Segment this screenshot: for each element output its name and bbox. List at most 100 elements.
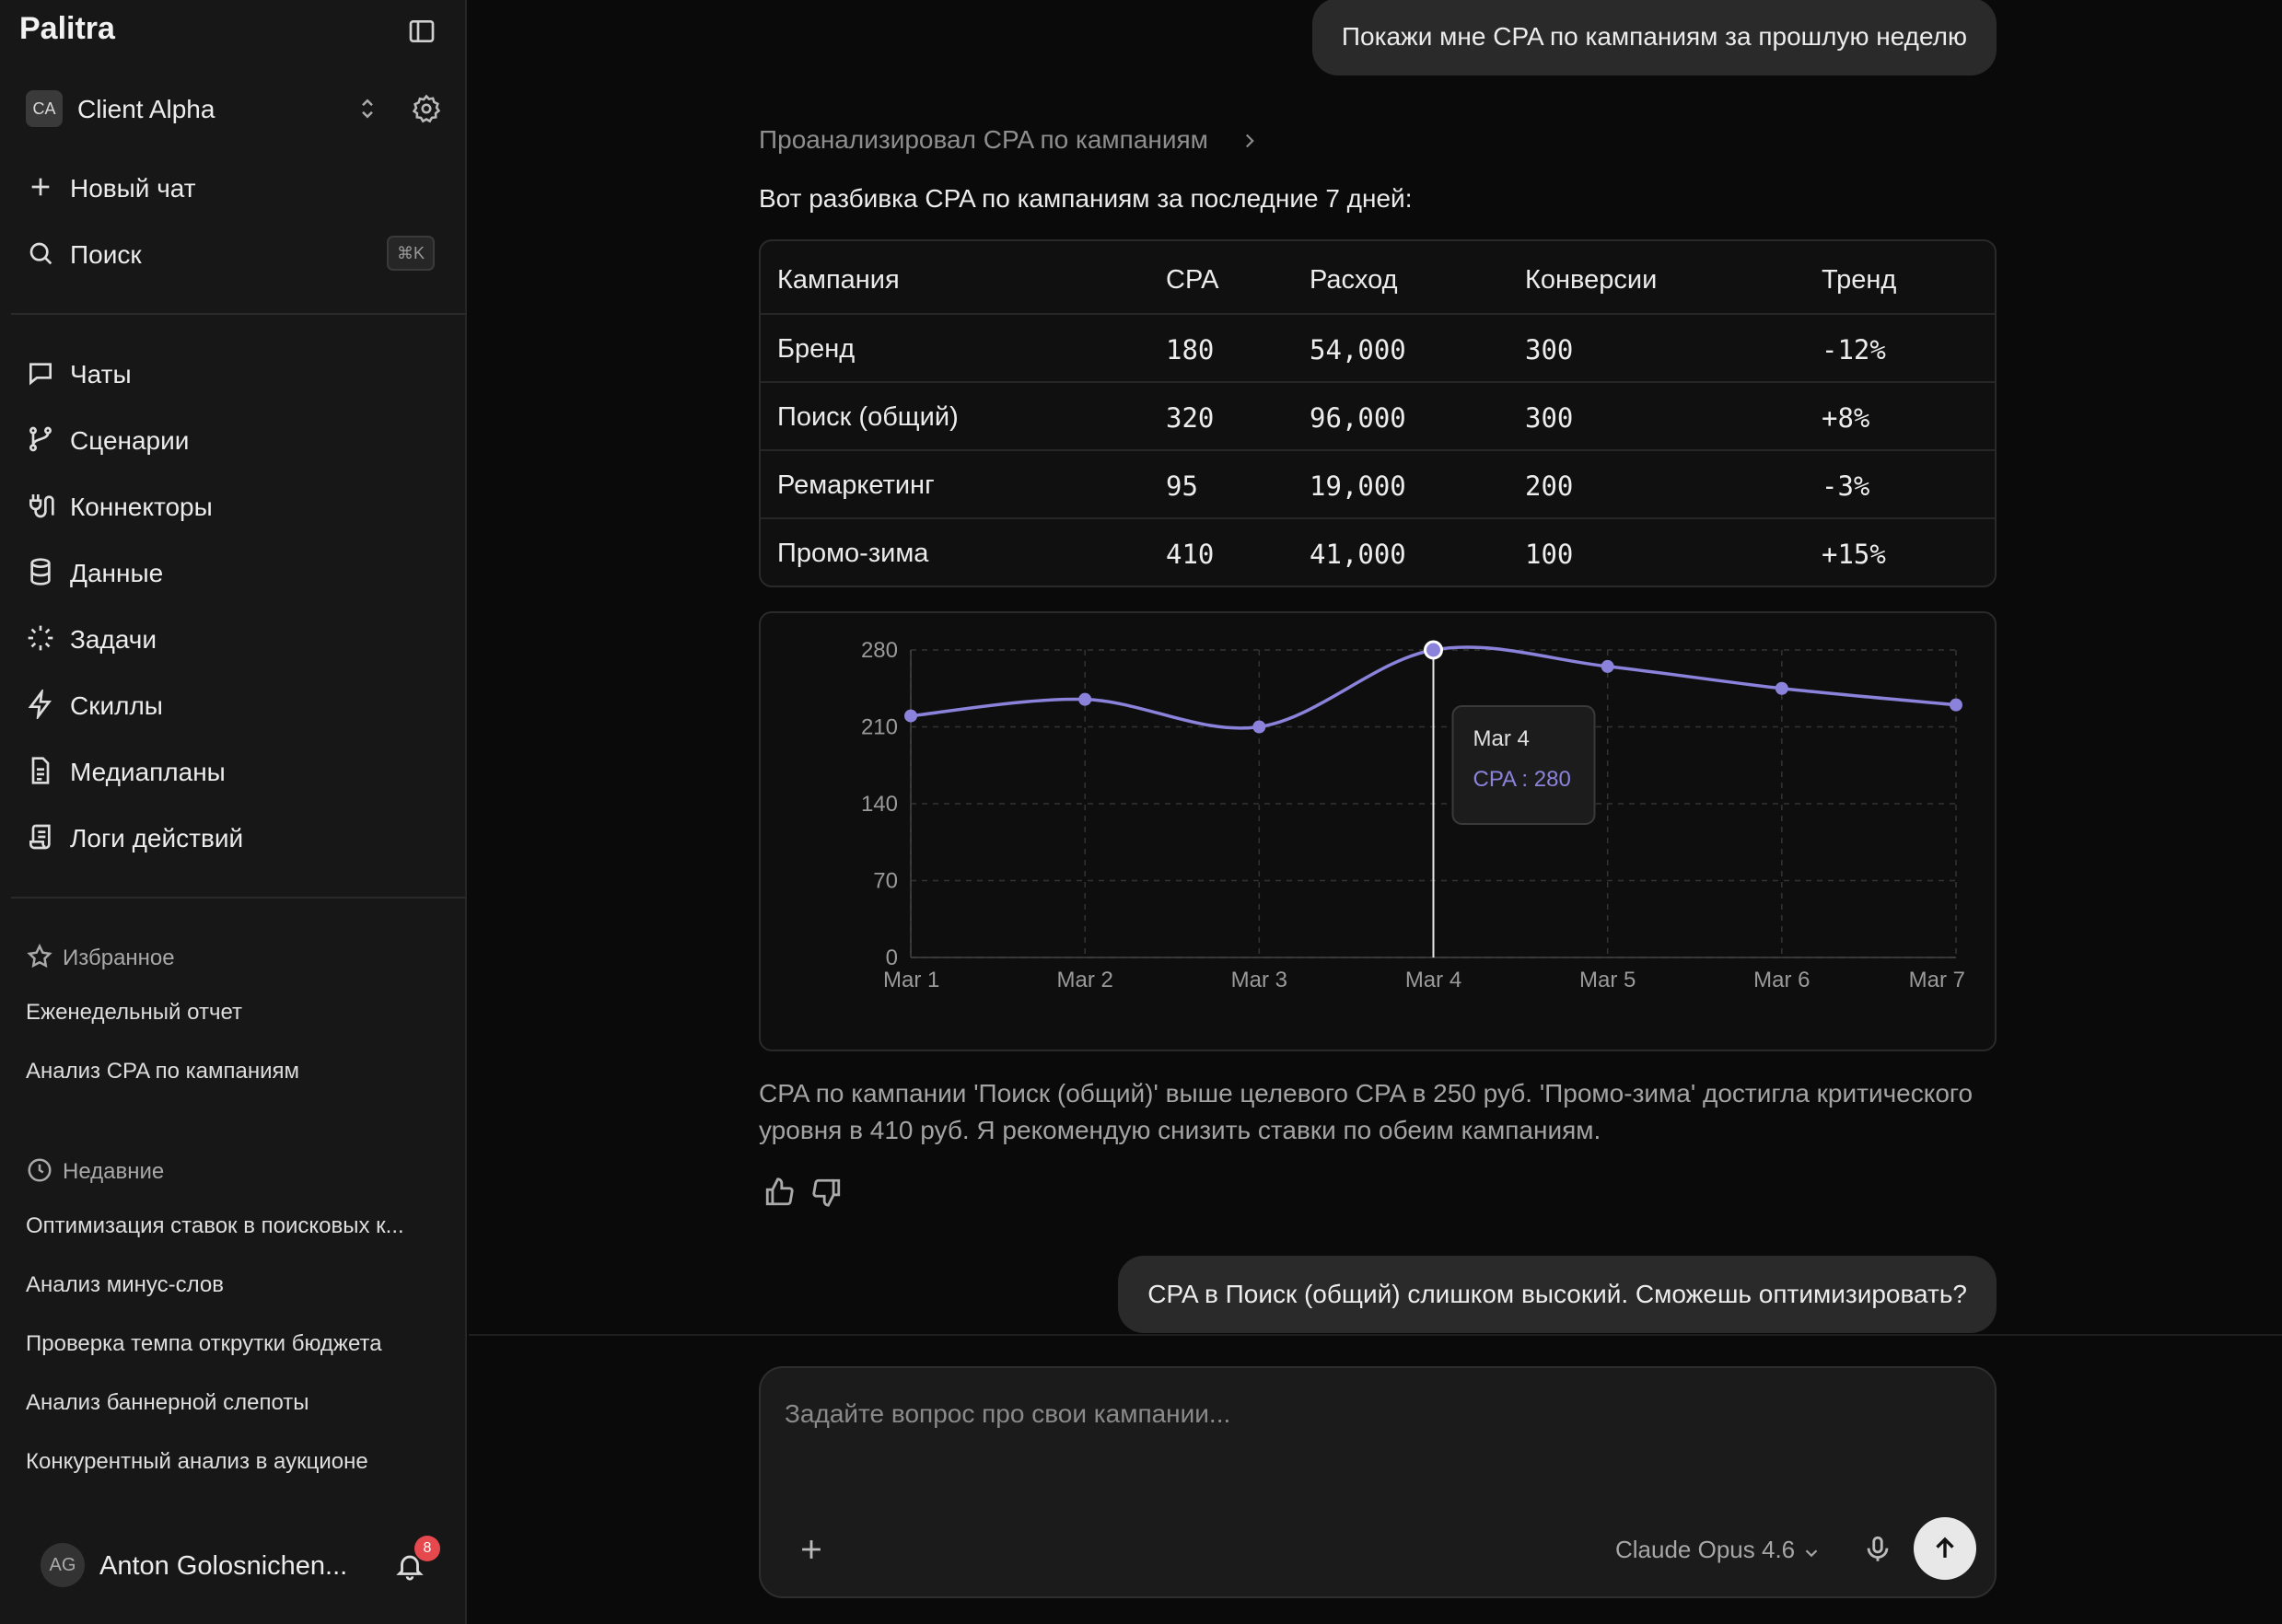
table-row: Промо-зима 410 41,000 100 +15% xyxy=(761,519,1995,586)
sidebar-item-mediaplans[interactable]: Медиапланы xyxy=(26,750,440,793)
sidebar-item-label: Данные xyxy=(70,559,164,587)
table-cell-campaign: Ремаркетинг xyxy=(777,470,935,500)
table-cell-trend: -3% xyxy=(1822,470,1870,502)
chevron-down-icon[interactable] xyxy=(1801,1543,1822,1563)
x-tick-label: Mar 7 xyxy=(1909,968,1965,992)
tooltip-title: Mar 4 xyxy=(1473,726,1530,751)
arrow-up-icon xyxy=(1936,1537,1954,1558)
recent-item[interactable]: Конкурентный анализ в аукционе xyxy=(26,1449,368,1474)
loader-icon xyxy=(28,625,53,651)
table-header: Кампания xyxy=(777,265,900,295)
chat-icon xyxy=(29,363,52,386)
x-tick-label: Mar 3 xyxy=(1231,968,1287,992)
x-tick-label: Mar 6 xyxy=(1753,968,1810,992)
tooltip-value: CPA : 280 xyxy=(1473,767,1571,792)
table-row: Бренд 180 54,000 300 -12% xyxy=(761,315,1995,383)
workspace-switcher[interactable]: CA Client Alpha xyxy=(26,89,442,128)
table-cell-trend: +15% xyxy=(1822,539,1886,570)
sidebar-item-label: Коннекторы xyxy=(70,493,213,521)
data-point xyxy=(1950,698,1962,712)
clock-icon xyxy=(28,1158,52,1182)
table-cell-spend: 41,000 xyxy=(1310,539,1406,570)
user-profile[interactable]: AG Anton Golosnichen... 8 xyxy=(41,1536,446,1587)
recent-item[interactable]: Проверка темпа открутки бюджета xyxy=(26,1331,382,1356)
notification-badge: 8 xyxy=(414,1536,440,1561)
document-icon xyxy=(31,757,50,784)
data-point xyxy=(904,709,917,723)
chevron-right-icon[interactable] xyxy=(1238,127,1262,155)
table-header: Тренд xyxy=(1822,265,1897,295)
sidebar-item-label: Логи действий xyxy=(70,824,244,853)
x-tick-label: Mar 2 xyxy=(1056,968,1112,992)
table-row: Ремаркетинг 95 19,000 200 -3% xyxy=(761,451,1995,519)
x-tick-label: Mar 5 xyxy=(1579,968,1636,992)
favorite-item[interactable]: Анализ CPA по кампаниям xyxy=(26,1059,299,1084)
favorite-item[interactable]: Еженедельный отчет xyxy=(26,1000,242,1025)
thumbs-up-icon[interactable] xyxy=(763,1177,795,1208)
new-chat-button[interactable]: Новый чат xyxy=(26,167,440,209)
cpa-table: Кампания CPA Расход Конверсии Тренд Брен… xyxy=(759,239,1997,587)
search-label: Поиск xyxy=(70,240,142,269)
recent-item[interactable]: Анализ минус-слов xyxy=(26,1272,224,1297)
table-cell-spend: 96,000 xyxy=(1310,402,1406,434)
recent-item[interactable]: Анализ баннерной слепоты xyxy=(26,1390,309,1415)
cpa-chart-card: 0 70 140 210 280 Mar 1 Mar 2 Mar 3 Mar 4 Mar 5 Mar… xyxy=(759,611,1997,1051)
table-cell-spend: 19,000 xyxy=(1310,470,1406,502)
recent-title: Недавние xyxy=(63,1159,165,1184)
new-chat-label: Новый чат xyxy=(70,174,196,203)
table-cell-cpa: 410 xyxy=(1166,539,1215,570)
thumbs-down-icon[interactable] xyxy=(811,1177,843,1208)
sidebar-item-label: Задачи xyxy=(70,625,157,654)
chat-input[interactable] xyxy=(785,1386,1963,1442)
x-tick-label: Mar 4 xyxy=(1405,968,1461,992)
gear-icon[interactable] xyxy=(411,93,442,124)
microphone-icon[interactable] xyxy=(1862,1534,1893,1565)
sidebar-item-connectors[interactable]: Коннекторы xyxy=(26,485,440,528)
table-cell-cpa: 95 xyxy=(1166,470,1198,502)
sidebar-item-scenarios[interactable]: Сценарии xyxy=(26,419,440,461)
user-name: Anton Golosnichen... xyxy=(99,1551,348,1581)
sidebar-divider xyxy=(11,313,467,315)
thought-summary[interactable]: Проанализировал CPA по кампаниям xyxy=(759,125,1208,154)
database-icon xyxy=(30,558,51,586)
table-cell-conversions: 200 xyxy=(1525,470,1574,502)
sidebar-item-skills[interactable]: Скиллы xyxy=(26,684,440,726)
table-cell-campaign: Поиск (общий) xyxy=(777,402,959,432)
model-selector[interactable]: Claude Opus 4.6 xyxy=(1615,1536,1796,1563)
search-icon xyxy=(29,242,52,265)
attach-plus-icon[interactable] xyxy=(796,1534,827,1565)
scroll-icon xyxy=(29,824,51,850)
table-cell-conversions: 100 xyxy=(1525,539,1574,570)
cpa-line-chart[interactable]: 0 70 140 210 280 Mar 1 Mar 2 Mar 3 Mar 4 Mar 5 Mar… xyxy=(761,613,1995,1050)
sidebar-item-action-logs[interactable]: Логи действий xyxy=(26,817,440,859)
y-tick-label: 0 xyxy=(886,945,898,970)
data-point xyxy=(1775,681,1788,695)
chart-tooltip xyxy=(1451,705,1596,825)
user-message: Покажи мне CPA по кампаниям за прошлую н… xyxy=(1311,0,1997,75)
table-cell-campaign: Промо-зима xyxy=(777,539,929,568)
search-button[interactable]: Поиск ⌘K xyxy=(26,233,440,275)
sidebar-toggle-icon[interactable] xyxy=(407,17,437,46)
table-cell-cpa: 180 xyxy=(1166,334,1215,365)
table-header: Конверсии xyxy=(1525,265,1658,295)
send-button[interactable] xyxy=(1914,1517,1976,1580)
chevron-up-down-icon[interactable] xyxy=(354,95,381,122)
workspace-name: Client Alpha xyxy=(77,95,215,123)
composer: Claude Opus 4.6 xyxy=(759,1366,1997,1598)
recent-item[interactable]: Оптимизация ставок в поисковых к... xyxy=(26,1213,404,1238)
sidebar-item-label: Сценарии xyxy=(70,426,190,455)
sidebar-item-chats[interactable]: Чаты xyxy=(26,353,440,395)
search-shortcut: ⌘K xyxy=(387,236,435,271)
branch-icon xyxy=(29,426,52,452)
sidebar-item-label: Скиллы xyxy=(70,691,163,720)
sidebar-item-data[interactable]: Данные xyxy=(26,551,440,594)
y-tick-label: 70 xyxy=(873,869,898,894)
lightning-icon xyxy=(28,690,52,719)
table-header: CPA xyxy=(1166,265,1219,295)
data-point-active xyxy=(1424,640,1443,660)
bell-icon[interactable] xyxy=(394,1550,425,1582)
plus-icon xyxy=(31,178,50,196)
composer-divider xyxy=(469,1334,2282,1336)
assistant-intro: Вот разбивка CPA по кампаниям за последн… xyxy=(759,184,1413,213)
sidebar-item-tasks[interactable]: Задачи xyxy=(26,618,440,660)
